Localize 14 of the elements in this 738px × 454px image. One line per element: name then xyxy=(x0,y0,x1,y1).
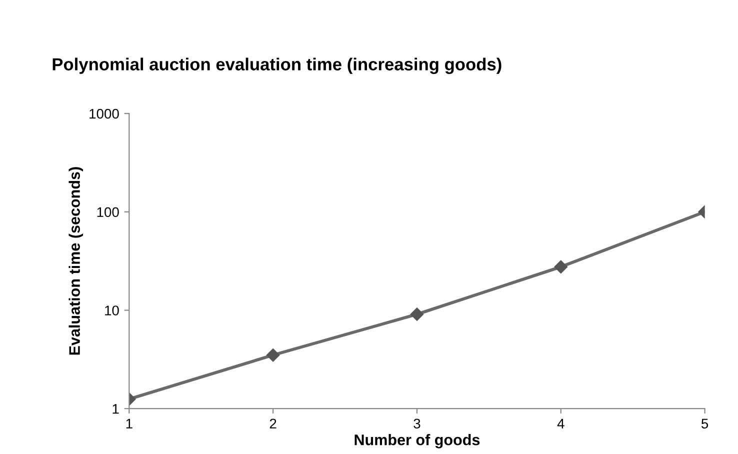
y-tick-label: 100 xyxy=(97,207,119,218)
x-tick-label: 3 xyxy=(414,418,420,429)
point xyxy=(554,260,568,274)
x-tick-label: 1 xyxy=(126,418,132,428)
x-tick-label: 4 xyxy=(557,418,564,428)
y-tick-label: 1000 xyxy=(90,108,119,119)
y-tick-label: 10 xyxy=(105,306,119,316)
y-axis-title: Evaluation time (seconds) xyxy=(68,167,83,355)
point xyxy=(410,308,424,321)
chart-title: Polynomial auction evaluation time (increasing goods) xyxy=(52,58,502,74)
x-tick-label: 5 xyxy=(701,418,708,429)
y-tick-label: 1 xyxy=(112,404,119,414)
x-axis-title: Number of goods xyxy=(354,434,480,448)
x-tick-label: 2 xyxy=(270,418,276,428)
